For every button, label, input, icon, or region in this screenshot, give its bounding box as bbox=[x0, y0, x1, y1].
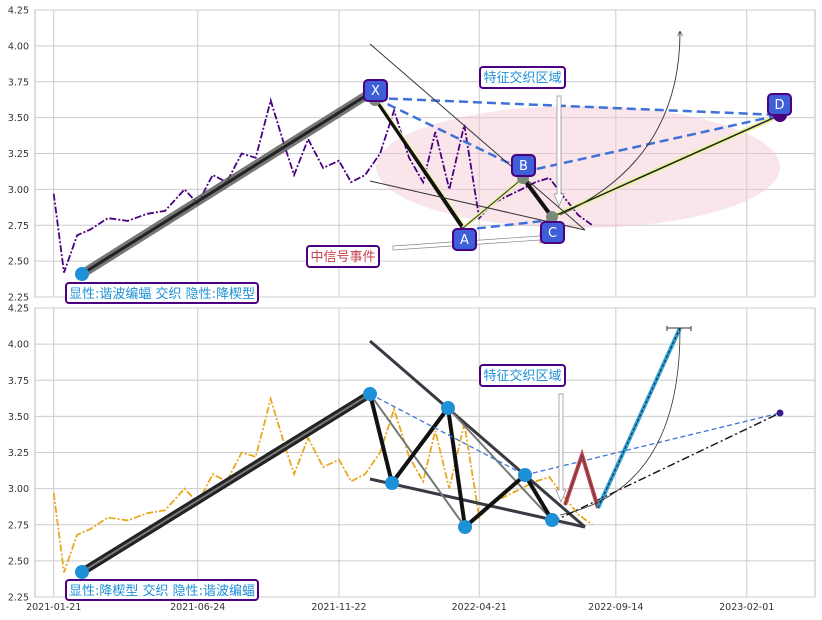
svg-text:特征交织区域: 特征交织区域 bbox=[483, 368, 561, 384]
bottom-zone-pointer bbox=[555, 393, 567, 503]
svg-text:显性:降楔型 交织 隐性:谐波编蝠: 显性:降楔型 交织 隐性:谐波编蝠 bbox=[69, 583, 255, 599]
event-annotation: 中信号事件 bbox=[306, 245, 380, 268]
point-d-label: D bbox=[767, 93, 792, 116]
x-tick-label: 2021-06-24 bbox=[170, 602, 225, 613]
dash-ac bbox=[462, 218, 553, 232]
y-tick-label: 4.25 bbox=[8, 6, 29, 17]
y-tick-label: 3.25 bbox=[8, 149, 29, 160]
top-start-point bbox=[75, 267, 89, 281]
y-tick-label: 2.25 bbox=[8, 593, 29, 604]
forecast-arrow bbox=[559, 32, 680, 216]
y-tick-label: 4.25 bbox=[8, 304, 29, 315]
y-tick-label: 3.50 bbox=[8, 412, 29, 423]
y-tick-label: 3.25 bbox=[8, 448, 29, 459]
bottom-dash-line-2 bbox=[524, 412, 781, 476]
bottom-curve bbox=[559, 329, 681, 516]
top-panel: 2.25 2.50 2.75 3.00 3.25 3.50 3.75 4.00 4.25 bbox=[8, 6, 816, 304]
bottom-grid bbox=[35, 307, 815, 598]
leg-cd-core bbox=[551, 114, 781, 218]
leg-xa-inner bbox=[376, 97, 466, 227]
wedge-node-3 bbox=[441, 401, 455, 415]
svg-text:A: A bbox=[460, 233, 469, 248]
top-trend-arm-core bbox=[81, 88, 376, 276]
wedge-node-2 bbox=[385, 476, 399, 490]
y-tick-label: 3.00 bbox=[8, 185, 29, 196]
bottom-end-point bbox=[776, 409, 784, 417]
point-c-label: C bbox=[540, 221, 565, 244]
wedge-node-1 bbox=[363, 387, 377, 401]
svg-text:X: X bbox=[371, 84, 380, 99]
svg-text:B: B bbox=[519, 159, 528, 174]
y-tick-label: 2.75 bbox=[8, 520, 29, 531]
point-b-label: B bbox=[511, 154, 536, 177]
bottom-trend-arm-core bbox=[81, 393, 371, 573]
x-tick-labels: 2021-01-21 2021-06-24 2021-11-22 2022-04-21… bbox=[26, 602, 774, 613]
y-tick-label: 2.75 bbox=[8, 221, 29, 232]
wedge-node-6 bbox=[545, 513, 559, 527]
svg-text:显性:谐波编蝠 交织 隐性:降楔型: 显性:谐波编蝠 交织 隐性:降楔型 bbox=[69, 286, 255, 302]
grey-connector-2 bbox=[447, 407, 553, 521]
projection-line bbox=[551, 412, 781, 523]
leg-ab-core bbox=[462, 177, 524, 229]
wedge-node-4 bbox=[458, 520, 472, 534]
leg-bc bbox=[521, 176, 554, 219]
top-price-line bbox=[52, 97, 593, 273]
x-tick-label: 2022-04-21 bbox=[452, 602, 507, 613]
y-tick-label: 3.00 bbox=[8, 484, 29, 495]
y-tick-label: 3.75 bbox=[8, 77, 29, 88]
point-a-label: A bbox=[452, 228, 477, 251]
y-tick-label: 2.50 bbox=[8, 556, 29, 567]
wedge-zigzag bbox=[368, 393, 554, 531]
top-legend-box: 显性:谐波编蝠 交织 隐性:降楔型 bbox=[65, 282, 259, 304]
wedge-upper-line bbox=[369, 339, 586, 529]
x-tick-label: 2021-11-22 bbox=[311, 602, 366, 613]
y-tick-label: 4.00 bbox=[8, 41, 29, 52]
y-tick-label: 2.25 bbox=[8, 293, 29, 304]
y-tick-label: 3.50 bbox=[8, 113, 29, 124]
y-tick-label: 4.00 bbox=[8, 340, 29, 351]
top-zone-annotation: 特征交织区域 bbox=[479, 66, 566, 89]
leg-xa bbox=[373, 96, 465, 230]
svg-text:特征交织区域: 特征交织区域 bbox=[483, 70, 561, 86]
bottom-dash-line bbox=[369, 393, 526, 476]
y-tick-label: 3.75 bbox=[8, 376, 29, 387]
x-tick-label: 2023-02-01 bbox=[719, 602, 774, 613]
red-zigzag-core bbox=[564, 453, 599, 509]
top-wedge-upper bbox=[369, 43, 586, 231]
x-tick-label: 2021-01-21 bbox=[26, 602, 81, 613]
feature-zone-ellipse bbox=[376, 106, 780, 228]
svg-text:C: C bbox=[548, 226, 557, 241]
y-tick-label: 2.50 bbox=[8, 257, 29, 268]
bottom-panel: 2.25 2.50 2.75 3.00 3.25 3.50 3.75 4.00 4.25 202… bbox=[8, 304, 816, 613]
svg-text:中信号事件: 中信号事件 bbox=[310, 250, 375, 265]
svg-text:D: D bbox=[774, 98, 784, 113]
dash-xd bbox=[374, 96, 781, 117]
bottom-legend-box: 显性:降楔型 交织 隐性:谐波编蝠 bbox=[65, 579, 259, 601]
bottom-y-tick-labels: 2.25 2.50 2.75 3.00 3.25 3.50 3.75 4.00 4.25 bbox=[8, 304, 29, 604]
dash-bd bbox=[522, 113, 781, 174]
x-tick-label: 2022-09-14 bbox=[588, 602, 643, 613]
grey-connector-1 bbox=[369, 393, 466, 528]
bottom-start-point bbox=[75, 565, 89, 579]
bottom-price-line bbox=[52, 395, 593, 573]
top-y-tick-labels: 2.25 2.50 2.75 3.00 3.25 3.50 3.75 4.00 4.25 bbox=[8, 6, 29, 304]
point-x-label: X bbox=[363, 79, 388, 102]
top-grid bbox=[35, 9, 815, 298]
bottom-zone-annotation: 特征交织区域 bbox=[479, 364, 566, 387]
point-c-marker bbox=[546, 211, 558, 223]
zone-pointer-arrow bbox=[553, 95, 565, 207]
wedge-node-5 bbox=[518, 468, 532, 482]
forecast-leg-core bbox=[597, 327, 681, 509]
